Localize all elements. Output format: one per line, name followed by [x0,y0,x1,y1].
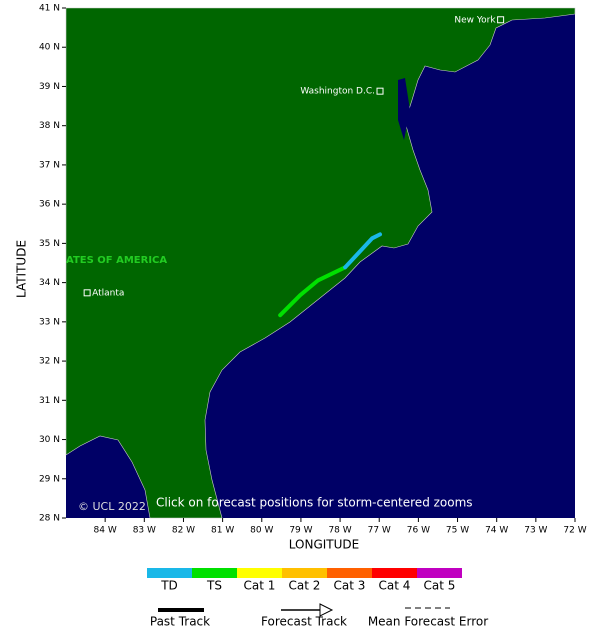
storm-track [343,232,383,270]
legend-swatch [237,568,282,578]
legend-swatch [372,568,417,578]
x-tick-label: 79 W [289,526,312,536]
forecast-arrow [319,603,334,617]
hint: Click on forecast positions for storm-ce… [156,496,473,510]
region-label: ATES OF AMERICA [66,255,167,266]
x-tick-label: 72 W [563,526,586,536]
storm-track [278,265,348,318]
legend-swatch [192,568,237,578]
legend-label: Cat 5 [424,579,456,593]
mean-error-label: Mean Forecast Error [368,615,488,629]
y-tick-label: 38 N [39,121,60,131]
y-tick-label: 31 N [39,396,60,406]
y-tick-label: 40 N [39,43,60,53]
legend-swatch [282,568,327,578]
x-tick-label: 73 W [524,526,547,536]
y-tick-label: 41 N [39,4,60,14]
city-marker [497,16,505,24]
legend-swatch [327,568,372,578]
y-tick-label: 29 N [39,474,60,484]
x-tick-label: 76 W [407,526,430,536]
city-label: Washington D.C. [300,87,375,97]
y-tick-label: 33 N [39,317,60,327]
legend-label: TD [160,579,178,593]
x-tick-label: 74 W [485,526,508,536]
x-tick-label: 81 W [211,526,234,536]
past-track-label: Past Track [150,615,210,629]
x-axis-label: LONGITUDE [289,538,359,552]
y-tick-label: 35 N [39,239,60,249]
y-tick-label: 32 N [39,357,60,367]
copyright: © UCL 2022 [78,500,146,513]
legend-label: Cat 3 [334,579,366,593]
legend-label: TS [206,579,222,593]
legend-swatch [147,568,192,578]
x-tick-label: 78 W [328,526,351,536]
legend-label: Cat 2 [289,579,321,593]
city-label: Atlanta [92,288,124,298]
forecast-track-label: Forecast Track [261,615,347,629]
y-tick-label: 37 N [39,160,60,170]
x-tick-label: 83 W [133,526,156,536]
y-tick-label: 28 N [39,514,60,524]
city-label: New York [454,15,496,25]
x-tick-label: 84 W [94,526,117,536]
x-tick-label: 80 W [250,526,273,536]
legend-label: Cat 4 [379,579,411,593]
x-tick-label: 75 W [446,526,469,536]
y-tick-label: 34 N [39,278,60,288]
y-axis-label: LATITUDE [15,240,29,298]
y-tick-label: 30 N [39,435,60,445]
legend-swatch [417,568,462,578]
city-marker [83,289,91,297]
y-tick-label: 36 N [39,200,60,210]
x-tick-label: 82 W [172,526,195,536]
land [65,7,576,519]
legend-label: Cat 1 [244,579,276,593]
legend: Past Track Forecast Track Mean Forecast … [150,603,488,629]
bay [398,78,410,140]
y-tick-label: 39 N [39,82,60,92]
city-marker [376,87,384,95]
x-tick-label: 77 W [368,526,391,536]
